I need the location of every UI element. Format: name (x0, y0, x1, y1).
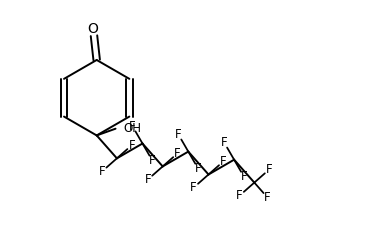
Text: F: F (190, 181, 197, 194)
Text: F: F (266, 163, 273, 176)
Text: F: F (241, 170, 248, 183)
Text: F: F (221, 136, 227, 149)
Text: F: F (99, 165, 105, 178)
Text: F: F (129, 120, 136, 133)
Text: F: F (174, 147, 181, 160)
Text: F: F (128, 139, 135, 152)
Text: F: F (195, 162, 202, 175)
Text: F: F (144, 173, 151, 186)
Text: F: F (149, 154, 156, 167)
Text: F: F (175, 128, 181, 141)
Text: F: F (220, 155, 227, 168)
Text: O: O (87, 22, 98, 36)
Text: F: F (264, 191, 271, 204)
Text: OH: OH (123, 122, 141, 135)
Text: F: F (236, 189, 243, 202)
